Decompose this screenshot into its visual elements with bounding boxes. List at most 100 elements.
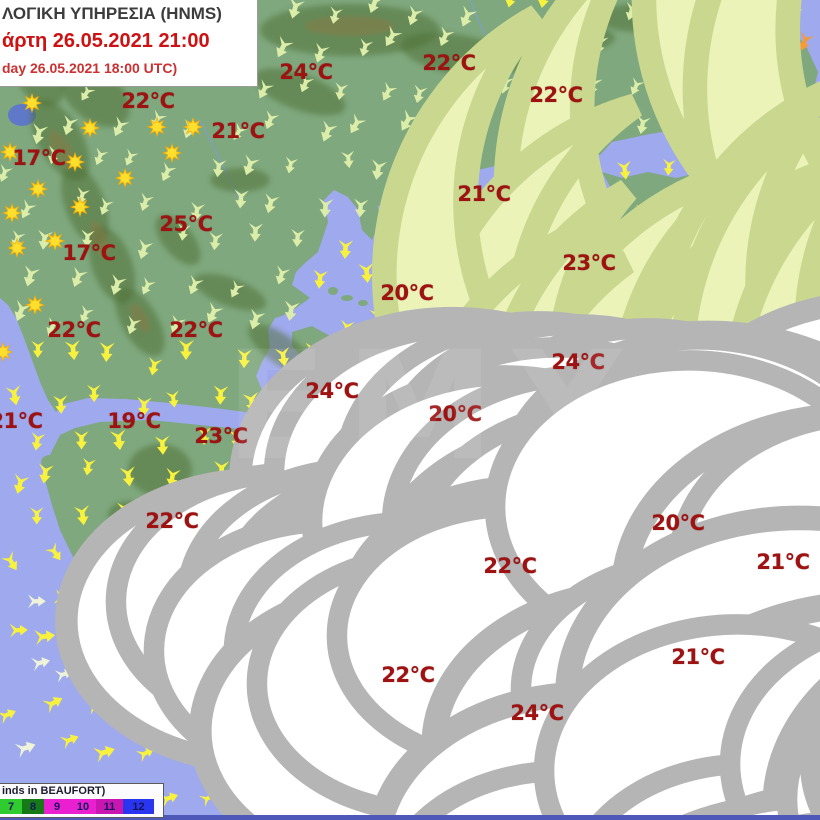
beaufort-cell: 8 <box>22 799 44 814</box>
sun-icon <box>79 117 101 139</box>
wind-arrow-icon <box>109 429 126 451</box>
wind-arrow-icon <box>368 0 385 13</box>
wind-arrow-icon <box>537 0 553 9</box>
wind-arrow-icon <box>358 262 374 284</box>
wind-arrow-icon <box>148 356 163 376</box>
sun-icon <box>69 196 91 218</box>
sun-icon <box>64 151 86 173</box>
wind-arrow-icon <box>9 623 28 638</box>
sun-icon <box>161 142 183 164</box>
sun-icon <box>21 92 43 114</box>
wind-arrow-icon <box>359 38 374 57</box>
agency-title: ΛΟΓΙΚΗ ΥΠΗΡΕΣΙΑ (HNMS) <box>2 4 222 23</box>
wind-arrow-icon <box>5 384 21 406</box>
wind-arrow-icon <box>321 120 338 142</box>
wind-arrow-icon <box>288 0 305 19</box>
wind-arrow-icon <box>212 158 227 178</box>
sun-icon <box>182 116 204 138</box>
wind-arrow-icon <box>284 300 300 322</box>
wind-arrow-icon <box>93 745 115 763</box>
wind-arrow-icon <box>154 435 170 455</box>
wind-arrow-icon <box>178 339 195 360</box>
wind-arrow-icon <box>119 466 135 487</box>
wind-arrow-icon <box>137 238 154 260</box>
island-shape <box>328 287 338 295</box>
sun-icon <box>27 178 49 200</box>
wind-arrow-icon <box>42 697 63 714</box>
forecast-datetime-utc: day 26.05.2021 18:00 UTC) <box>2 60 178 76</box>
beaufort-cell: 11 <box>96 799 123 814</box>
wind-arrow-icon <box>505 0 519 8</box>
beaufort-cell: 9 <box>44 799 70 814</box>
wind-arrow-icon <box>243 154 260 176</box>
wind-arrow-icon <box>799 31 814 51</box>
wind-arrow-icon <box>209 231 224 251</box>
ridge-shading <box>48 130 76 170</box>
sun-icon <box>0 141 21 163</box>
wind-arrow-icon <box>285 156 299 174</box>
wind-arrow-icon <box>400 109 419 131</box>
wind-arrow-icon <box>338 239 354 260</box>
wind-arrow-icon <box>81 229 95 248</box>
ridge-shading <box>89 221 111 259</box>
wind-arrow-icon <box>99 341 115 362</box>
wind-arrow-icon <box>14 299 32 322</box>
wind-arrow-icon <box>349 113 367 134</box>
wind-arrow-icon <box>31 340 45 358</box>
sun-icon <box>0 341 14 363</box>
wind-arrow-icon <box>313 269 328 289</box>
beaufort-cell: 10 <box>70 799 96 814</box>
wind-arrow-icon <box>0 551 18 571</box>
wind-arrow-icon <box>81 83 96 101</box>
island-shape <box>41 455 59 469</box>
ridge-shading <box>305 16 395 36</box>
wind-arrow-icon <box>110 274 127 295</box>
wind-arrow-icon <box>178 223 191 241</box>
wind-arrow-icon <box>407 5 424 26</box>
wind-arrow-icon <box>71 266 88 288</box>
wind-arrow-icon <box>47 145 63 165</box>
wind-arrow-icon <box>82 457 97 476</box>
wind-arrow-icon <box>80 304 95 323</box>
wind-arrow-icon <box>94 147 109 166</box>
wind-arrow-icon <box>46 316 62 337</box>
mountain-shading <box>155 215 201 265</box>
wind-arrow-icon <box>53 395 68 414</box>
river <box>199 119 241 201</box>
forecast-datetime-local: άρτη 26.05.2021 21:00 <box>2 30 210 52</box>
wind-arrow-icon <box>31 431 46 451</box>
wind-arrow-icon <box>291 228 305 248</box>
wind-arrow-icon <box>62 114 79 136</box>
wind-arrow-icon <box>249 308 266 330</box>
wind-arrow-icon <box>30 507 44 525</box>
wind-arrow-icon <box>14 741 36 759</box>
wind-arrow-icon <box>0 709 16 725</box>
wind-arrow-icon <box>275 265 291 285</box>
wind-arrow-icon <box>264 193 280 214</box>
wind-arrow-icon <box>165 390 179 408</box>
wind-arrow-icon <box>197 427 212 446</box>
wind-arrow-icon <box>206 301 224 323</box>
wind-arrow-icon <box>329 6 344 24</box>
wind-arrow-icon <box>630 77 645 95</box>
wind-arrow-icon <box>21 199 37 219</box>
wind-arrow-icon <box>274 346 290 367</box>
wind-arrow-icon <box>340 150 355 169</box>
island-shape <box>358 300 368 306</box>
wind-arrow-icon <box>385 25 403 47</box>
ridge-shading <box>129 303 151 333</box>
wind-arrow-icon <box>276 35 294 58</box>
wind-arrow-icon <box>318 198 334 218</box>
wind-arrow-icon <box>45 542 61 561</box>
wind-arrow-icon <box>237 349 252 369</box>
mountain-shading <box>210 168 270 192</box>
wind-arrow-icon <box>126 315 142 335</box>
sun-icon <box>1 202 23 224</box>
sun-icon <box>146 116 168 138</box>
wind-arrow-icon <box>34 629 56 646</box>
wind-arrow-icon <box>335 82 349 101</box>
beaufort-cell: 12 <box>123 799 154 814</box>
